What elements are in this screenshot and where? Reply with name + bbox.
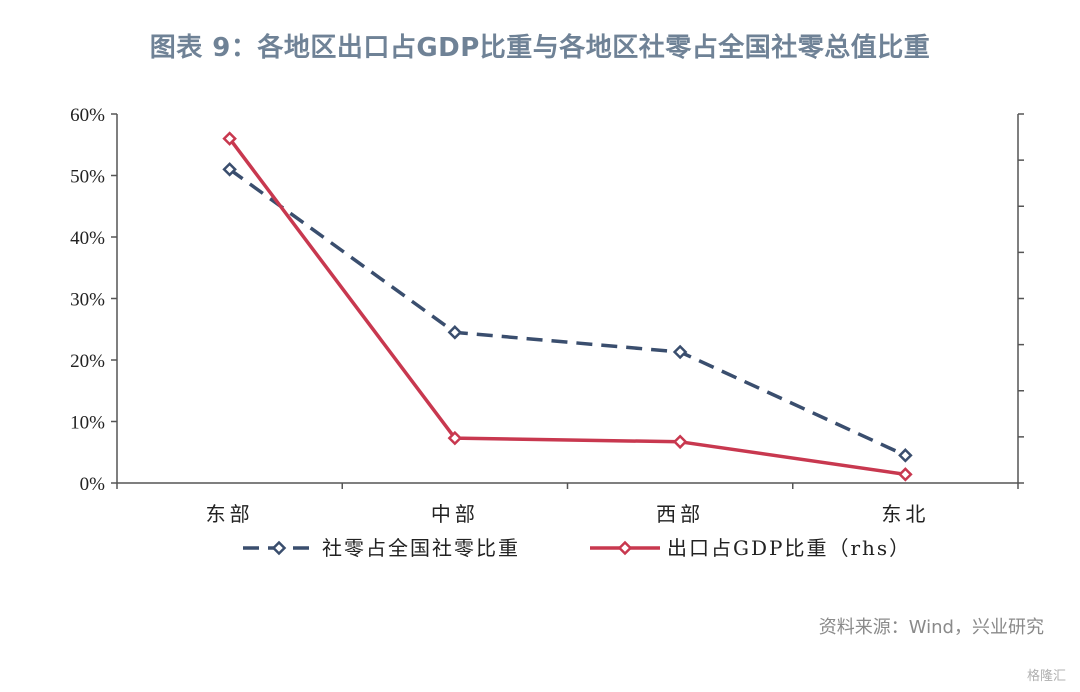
x-tick-label: 西部 <box>656 502 704 526</box>
source-note: 资料来源：Wind，兴业研究 <box>818 617 1044 638</box>
data-point <box>898 448 913 463</box>
legend-label-1: 出口占GDP比重（rhs） <box>667 536 911 560</box>
x-tick-label: 东部 <box>206 502 254 526</box>
chart-title: 图表 9：各地区出口占GDP比重与各地区社零占全国社零总值比重 <box>149 33 931 63</box>
legend: 社零占全国社零比重 出口占GDP比重（rhs） <box>243 536 911 560</box>
y-tick-label: 0% <box>80 474 106 495</box>
y-tick-label: 20% <box>70 351 105 372</box>
data-point <box>447 430 463 446</box>
data-point <box>222 162 237 177</box>
data-point <box>271 540 287 556</box>
series-lines <box>222 131 913 482</box>
series-line-1 <box>228 137 906 477</box>
data-point <box>447 325 463 340</box>
y-tick-label: 30% <box>70 290 105 311</box>
data-point <box>617 540 633 556</box>
axes: 0% 10% 20% 30% 40% 50% 60% 东部 中部 西部 东北 <box>70 105 1024 526</box>
y-tick-label: 50% <box>70 167 105 188</box>
data-point <box>222 131 237 146</box>
y-tick-label: 40% <box>70 228 105 249</box>
legend-label-0: 社零占全国社零比重 <box>322 536 520 560</box>
x-tick-label: 中部 <box>431 502 479 526</box>
series-line-0 <box>228 167 907 457</box>
y-tick-label: 10% <box>70 413 105 434</box>
watermark-logo: 格隆汇 <box>1026 669 1066 684</box>
data-point <box>672 434 688 450</box>
x-tick-label: 东北 <box>881 502 929 526</box>
data-point <box>898 467 913 482</box>
data-point <box>672 344 688 360</box>
y-tick-label: 60% <box>70 105 105 126</box>
